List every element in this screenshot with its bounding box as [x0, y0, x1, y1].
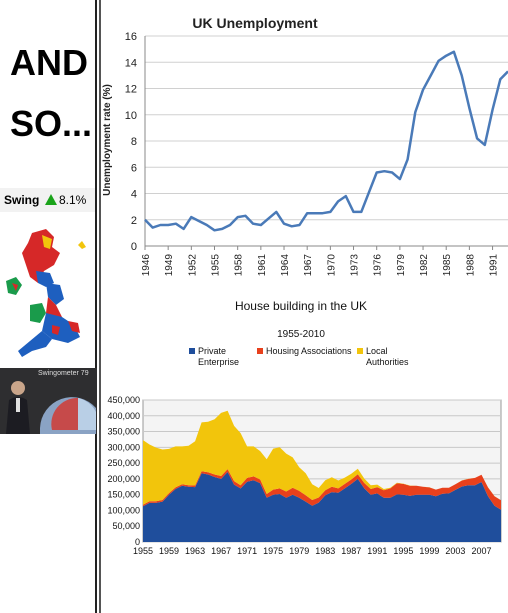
y-tick-label: 12	[125, 84, 137, 96]
presenter-image	[0, 368, 97, 434]
headline-so: SO...	[10, 103, 93, 144]
x-tick-label: 1991	[367, 546, 387, 556]
x-tick-label: 1961	[257, 254, 268, 277]
area-private-enterprise	[143, 471, 501, 542]
headline-and: AND	[10, 42, 88, 83]
y-tick-label: 14	[125, 57, 137, 69]
x-tick-label: 1987	[341, 546, 361, 556]
x-ticks: 1946 1949 1952 1955 1958 1961 1964 1967 1970 1973…	[141, 246, 500, 276]
unemployment-line	[144, 50, 508, 232]
video-caption: Swingometer 79	[38, 370, 89, 377]
x-tick-label: 1967	[211, 546, 231, 556]
chart-title: UK Unemployment	[192, 15, 318, 31]
y-tick-label: 350,000	[107, 427, 140, 437]
x-tick-label: 1973	[350, 254, 361, 277]
y-tick-label: 250,000	[107, 458, 140, 468]
legend-swatch	[189, 348, 195, 354]
y-tick-label: 200,000	[107, 474, 140, 484]
uk-election-map	[6, 229, 86, 357]
legend-label: Private	[198, 346, 226, 356]
x-tick-label: 1995	[393, 546, 413, 556]
y-tick-label: 400,000	[107, 411, 140, 421]
swing-indicator: Swing 8.1%	[0, 188, 95, 212]
up-arrow-icon	[45, 194, 57, 205]
y-tick-label: 150,000	[107, 490, 140, 500]
legend-label: Enterprise	[198, 357, 239, 367]
x-tick-label: 1982	[419, 254, 430, 277]
y-tick-label: 8	[131, 136, 137, 148]
x-tick-label: 1963	[185, 546, 205, 556]
y-tick-label: 16	[125, 31, 137, 43]
grid	[144, 35, 508, 247]
legend-label: Housing Associations	[266, 346, 352, 356]
y-tick-label: 300,000	[107, 442, 140, 452]
x-tick-label: 1952	[187, 254, 198, 277]
y-tick-label: 0	[131, 241, 137, 253]
x-tick-label: 1971	[237, 546, 257, 556]
x-tick-label: 1985	[442, 254, 453, 277]
x-tick-label: 1955	[211, 254, 222, 277]
y-ticks: 0 50,000 100,000 150,000 200,000 250,000 300,0…	[107, 395, 140, 547]
x-tick-label: 1958	[234, 254, 245, 277]
series	[144, 50, 508, 232]
y-ticks: 0 2 4 6 8 10 12 14 16	[125, 31, 137, 253]
series	[143, 410, 501, 542]
x-tick-label: 1983	[315, 546, 335, 556]
x-tick-label: 1967	[303, 254, 314, 277]
swingometer-video-thumbnail[interactable]: Swingometer 79	[0, 368, 97, 434]
sidebar: AND SO... Swing 8.1% Swingometer 79	[0, 0, 97, 613]
x-tick-label: 1979	[289, 546, 309, 556]
legend-label: Local	[366, 346, 388, 356]
x-tick-label: 1946	[141, 254, 152, 277]
y-axis-label: Unemployment rate (%)	[102, 84, 113, 196]
x-tick-label: 1976	[373, 254, 384, 277]
x-tick-label: 1955	[133, 546, 153, 556]
legend-swatch	[257, 348, 263, 354]
divider	[99, 0, 101, 613]
x-tick-label: 1988	[465, 254, 476, 277]
y-tick-label: 2	[131, 215, 137, 227]
x-tick-label: 1959	[159, 546, 179, 556]
legend-label: Authorities	[366, 357, 409, 367]
area-local-authorities	[143, 410, 501, 505]
x-tick-label: 1964	[280, 254, 291, 277]
x-tick-label: 1949	[164, 254, 175, 277]
house-building-chart: House building in the UK 1955-2010 Priva…	[101, 292, 508, 613]
x-tick-label: 1970	[326, 254, 337, 277]
y-tick-label: 6	[131, 162, 137, 174]
y-tick-label: 50,000	[112, 521, 140, 531]
y-tick-label: 4	[131, 189, 137, 201]
x-tick-label: 1991	[489, 254, 500, 277]
area-housing-associations	[143, 469, 501, 510]
y-tick-label: 0	[135, 537, 140, 547]
x-ticks: 1955 1959 1963 1967 1971 1975 1979 1983 1987 1991…	[133, 546, 492, 556]
x-tick-label: 1999	[419, 546, 439, 556]
house-building-chart-svg: House building in the UK 1955-2010 Priva…	[107, 299, 502, 556]
x-tick-label: 2003	[445, 546, 465, 556]
chart-subtitle: 1955-2010	[277, 329, 325, 340]
x-tick-label: 1979	[396, 254, 407, 277]
y-tick-label: 450,000	[107, 395, 140, 405]
unemployment-chart: UK Unemployment Unemployment rate (%) 0 2…	[101, 0, 508, 292]
y-tick-label: 10	[125, 110, 137, 122]
unemployment-chart-svg: UK Unemployment Unemployment rate (%) 0 2…	[102, 15, 508, 276]
legend-swatch	[357, 348, 363, 354]
swing-value: 8.1%	[59, 193, 87, 207]
x-tick-label: 1975	[263, 546, 283, 556]
chart-title: House building in the UK	[235, 299, 367, 313]
swing-label: Swing	[4, 193, 40, 207]
y-tick-label: 100,000	[107, 505, 140, 515]
x-tick-label: 2007	[471, 546, 491, 556]
